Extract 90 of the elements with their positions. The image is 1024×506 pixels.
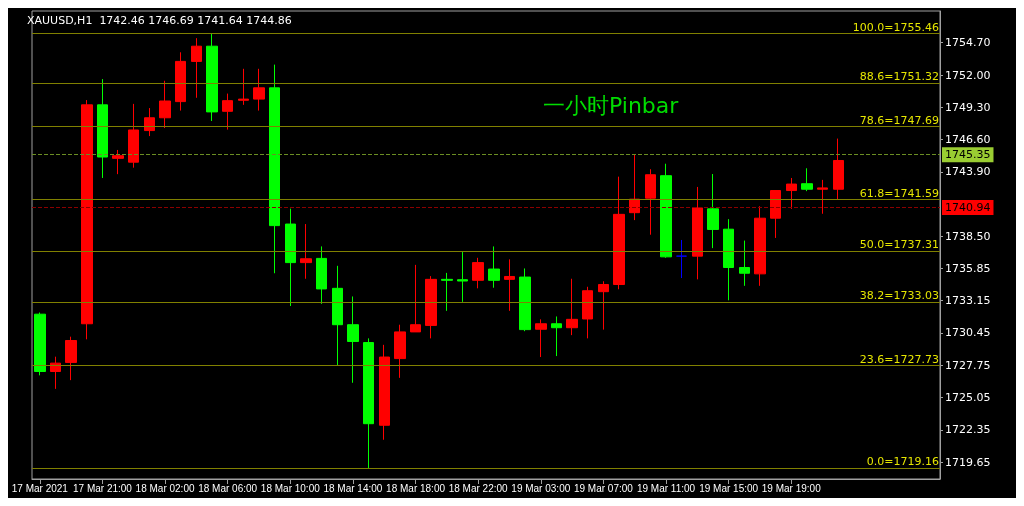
candlestick (660, 163, 672, 259)
x-tick-label: 17 Mar 21:00 (72, 482, 133, 494)
candlestick (316, 245, 327, 305)
candlestick (379, 344, 390, 441)
candlestick (269, 64, 280, 274)
candlestick (394, 324, 406, 379)
y-tick-label: 1735.85 (945, 261, 991, 275)
y-tick-label: 1727.75 (945, 358, 991, 372)
candlestick (488, 245, 500, 289)
y-tick-label: 1754.70 (945, 36, 991, 50)
x-tick-label: 19 Mar 03:00 (511, 482, 571, 494)
candlestick (535, 318, 547, 358)
candlestick (112, 149, 124, 175)
candlestick (598, 280, 609, 331)
x-tick-label: 18 Mar 22:00 (448, 482, 509, 494)
candlestick (613, 176, 625, 290)
candlestick (425, 275, 437, 339)
ref-line-label: 61.8=1741.59 (859, 186, 939, 200)
candlestick (457, 251, 468, 303)
candlestick (128, 103, 139, 169)
x-tick-label: 18 Mar 14:00 (323, 482, 383, 494)
x-tick-label: 19 Mar 07:00 (573, 482, 634, 494)
candlestick (363, 337, 374, 469)
chart-title: XAUUSD,H1 1742.46 1746.69 1741.64 1744.86 (27, 14, 292, 27)
ref-line-label: 0.0=1719.16 (866, 455, 939, 469)
candlestick (817, 179, 828, 215)
candlestick (159, 80, 171, 129)
candlestick (676, 239, 687, 279)
candlestick (754, 205, 766, 287)
candlestick (50, 356, 61, 390)
candlestick (786, 177, 797, 210)
ref-line-label: 100.0=1755.46 (852, 20, 939, 34)
x-tick-label: 17 Mar 2021 (11, 482, 69, 494)
ref-line-label: 50.0=1737.31 (859, 237, 939, 251)
candlestick (582, 286, 593, 339)
ref-line-label: 38.2=1733.03 (859, 289, 939, 303)
candlestick (566, 278, 578, 336)
x-tick-label: 19 Mar 15:00 (699, 482, 759, 494)
x-tick-label: 19 Mar 19:00 (761, 482, 822, 494)
candlestick (300, 223, 312, 280)
candlestick (410, 264, 421, 333)
candlestick (504, 258, 515, 312)
candlestick (723, 218, 734, 301)
candlestick (65, 336, 77, 381)
candlestick (441, 272, 453, 312)
y-tick-label: 1752.00 (945, 68, 991, 82)
y-tick-label: 1749.30 (945, 100, 991, 114)
candlestick (253, 68, 265, 112)
ref-line-label: 1745.35 (945, 148, 991, 162)
candlestick (144, 107, 155, 137)
y-tick-label: 1725.05 (945, 391, 991, 405)
y-tick-label: 1743.90 (945, 165, 991, 179)
x-tick-label: 18 Mar 18:00 (386, 482, 446, 494)
candlestick (34, 312, 46, 376)
candlestick (801, 167, 813, 192)
y-tick-label: 1738.50 (945, 230, 991, 244)
x-tick-label: 18 Mar 10:00 (260, 482, 321, 494)
candlestick (332, 265, 343, 367)
ref-line-label: 78.6=1747.69 (859, 113, 939, 127)
candlestick (770, 190, 781, 239)
candlestick (191, 37, 202, 99)
candlestick (222, 93, 233, 131)
candlestick (629, 154, 640, 221)
x-tick-label: 19 Mar 11:00 (636, 482, 696, 494)
candlestick (739, 240, 750, 287)
ref-line-label: 1740.94 (945, 200, 991, 214)
candlestick (81, 99, 93, 340)
candlestick (833, 138, 844, 200)
candlestick (238, 68, 249, 106)
x-tick-label: 18 Mar 06:00 (198, 482, 258, 494)
y-tick-label: 1746.60 (945, 133, 991, 147)
candlestick (645, 168, 656, 236)
y-tick-label: 1719.65 (945, 455, 991, 469)
y-tick-label: 1730.45 (945, 326, 991, 340)
candlestick (347, 295, 359, 384)
candlestick (175, 51, 186, 112)
annotation: 一小时Pinbar (543, 92, 680, 118)
candlestick (472, 257, 484, 289)
candlestick (519, 267, 531, 332)
candlestick (692, 186, 703, 280)
x-tick-label: 18 Mar 02:00 (135, 482, 195, 494)
ref-line-label: 23.6=1727.73 (859, 352, 939, 366)
y-tick-label: 1733.15 (945, 294, 991, 308)
candlestick (285, 208, 296, 307)
ref-line-label: 88.6=1751.32 (859, 70, 939, 84)
candlestick (206, 33, 218, 122)
y-tick-label: 1722.35 (945, 423, 991, 437)
candlestick (97, 78, 108, 179)
candlestick (551, 315, 562, 357)
candlestick (707, 173, 719, 249)
